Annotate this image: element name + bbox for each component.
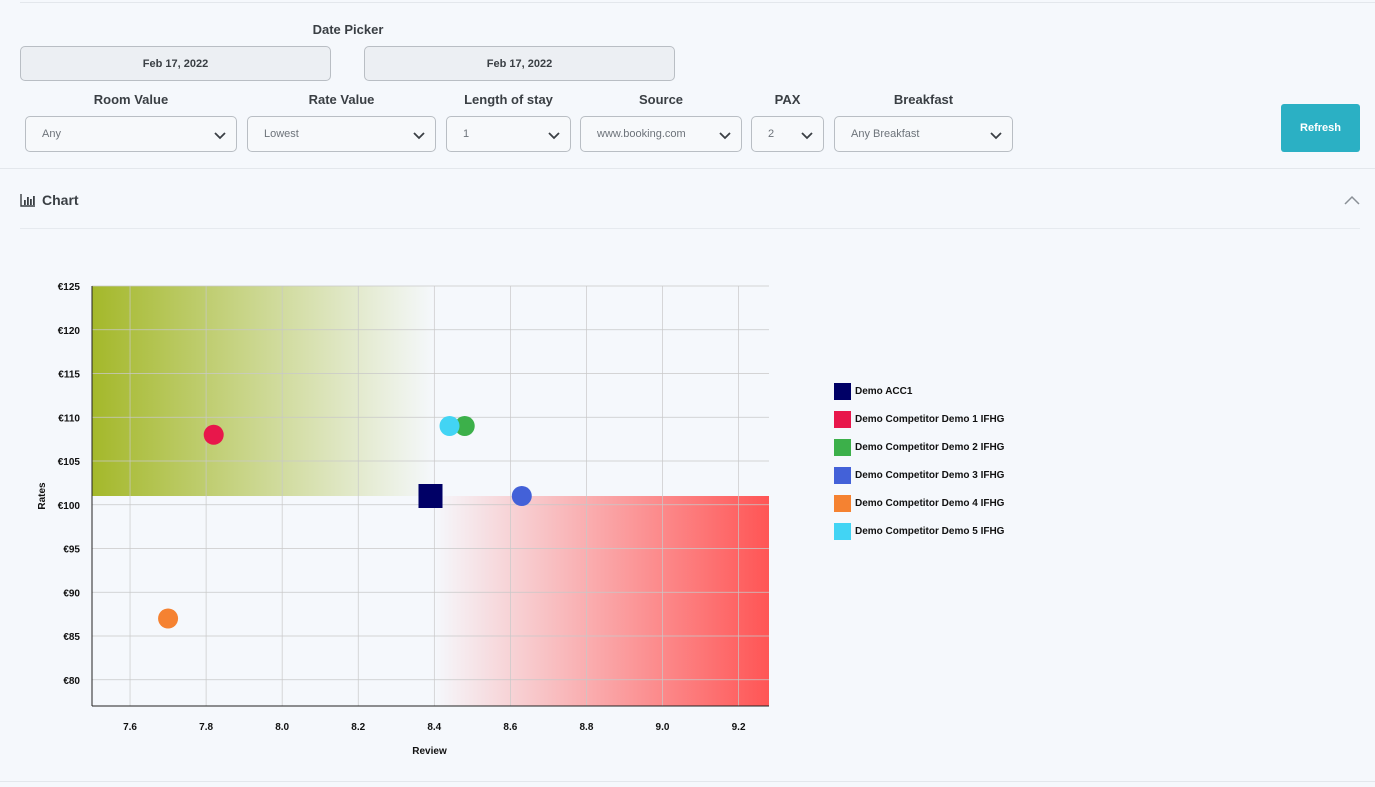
legend-item[interactable]: Demo ACC1 [834,377,1004,405]
x-tick-label: 8.0 [275,722,289,733]
source-label: Source [638,92,684,107]
legend-item[interactable]: Demo Competitor Demo 1 IFHG [834,405,1004,433]
refresh-button[interactable]: Refresh [1281,104,1360,152]
y-tick-label: €115 [58,370,80,381]
x-tick-label: 9.2 [732,722,746,733]
y-tick-label: €110 [58,413,80,424]
good-zone [92,286,435,496]
point-demo-competitor-demo-1-ifhg[interactable] [203,424,224,445]
y-tick-label: €125 [58,282,81,293]
y-tick-label: €120 [58,326,81,337]
legend-swatch [834,494,851,512]
point-demo-competitor-demo-5-ifhg[interactable] [439,416,460,436]
chart-legend: Demo ACC1 Demo Competitor Demo 1 IFHG Demo… [834,377,1004,545]
source-select[interactable]: www.booking.com [580,116,742,152]
room-value-label: Room Value [93,92,169,107]
point-demo-competitor-demo-2-ifhg[interactable] [454,416,475,436]
pax-select[interactable]: 2 [751,116,824,152]
chevron-down-icon [214,132,226,140]
date-picker-title: Date Picker [312,22,384,37]
legend-swatch [834,522,851,540]
y-tick-label: €100 [58,501,81,512]
chart-section-header[interactable]: Chart [20,192,79,208]
bar-chart-icon [20,194,35,207]
chevron-up-icon[interactable] [1344,194,1360,208]
x-tick-label: 8.2 [351,722,365,733]
source-selected: www.booking.com [597,128,686,140]
y-tick-label: €95 [63,545,80,556]
point-demo-competitor-demo-3-ifhg[interactable] [511,486,532,506]
length-of-stay-selected: 1 [463,128,470,140]
x-axis-title: Review [412,746,447,757]
point-demo-acc1[interactable] [418,484,443,508]
start-date-input[interactable]: Feb 17, 2022 [20,46,331,81]
y-tick-label: €80 [63,676,80,687]
rate-value-selected: Lowest [264,128,299,140]
legend-label: Demo Competitor Demo 5 IFHG [855,525,1005,537]
legend-label: Demo Competitor Demo 4 IFHG [855,497,1005,509]
end-date-input[interactable]: Feb 17, 2022 [364,46,675,81]
x-tick-label: 7.6 [123,722,137,733]
chevron-down-icon [548,132,560,140]
legend-item[interactable]: Demo Competitor Demo 3 IFHG [834,461,1004,489]
y-tick-label: €105 [58,457,81,468]
legend-swatch [834,382,851,400]
y-tick-label: €85 [63,632,80,643]
length-of-stay-label: Length of stay [464,92,553,107]
breakfast-select[interactable]: Any Breakfast [834,116,1013,152]
room-value-select[interactable]: Any [25,116,237,152]
x-tick-label: 9.0 [656,722,670,733]
legend-swatch [834,466,851,484]
chevron-down-icon [719,132,731,140]
pax-selected: 2 [768,128,775,140]
y-axis-title: Rates [37,482,48,510]
chevron-down-icon [801,132,813,140]
legend-item[interactable]: Demo Competitor Demo 2 IFHG [834,433,1004,461]
x-tick-label: 7.8 [199,722,213,733]
bottom-divider [0,781,1375,782]
scatter-chart: 7.6 7.8 8.0 8.2 8.4 8.6 8.8 9.0 9.2 €125 €120 €115 €… [37,282,769,757]
pax-label: PAX [774,92,801,107]
bad-zone [434,496,769,706]
x-tick-label: 8.4 [427,722,441,733]
chevron-down-icon [990,132,1002,140]
point-demo-competitor-demo-4-ifhg[interactable] [158,608,179,629]
chevron-down-icon [413,132,425,140]
legend-label: Demo ACC1 [855,385,913,397]
breakfast-label: Breakfast [893,92,954,107]
legend-label: Demo Competitor Demo 3 IFHG [855,469,1005,481]
rate-value-label: Rate Value [308,92,375,107]
legend-swatch [834,438,851,456]
legend-label: Demo Competitor Demo 2 IFHG [855,441,1005,453]
rate-value-select[interactable]: Lowest [247,116,436,152]
breakfast-selected: Any Breakfast [851,128,920,140]
chart-section-title: Chart [42,192,79,208]
legend-item[interactable]: Demo Competitor Demo 5 IFHG [834,517,1004,545]
room-value-selected: Any [42,128,61,140]
chart-header-divider [20,228,1360,229]
legend-label: Demo Competitor Demo 1 IFHG [855,413,1005,425]
section-divider [0,168,1375,169]
length-of-stay-select[interactable]: 1 [446,116,571,152]
legend-item[interactable]: Demo Competitor Demo 4 IFHG [834,489,1004,517]
top-divider [20,2,1375,3]
y-tick-label: €90 [63,588,80,599]
legend-swatch [834,410,851,428]
x-tick-label: 8.6 [503,722,517,733]
x-tick-label: 8.8 [579,722,593,733]
